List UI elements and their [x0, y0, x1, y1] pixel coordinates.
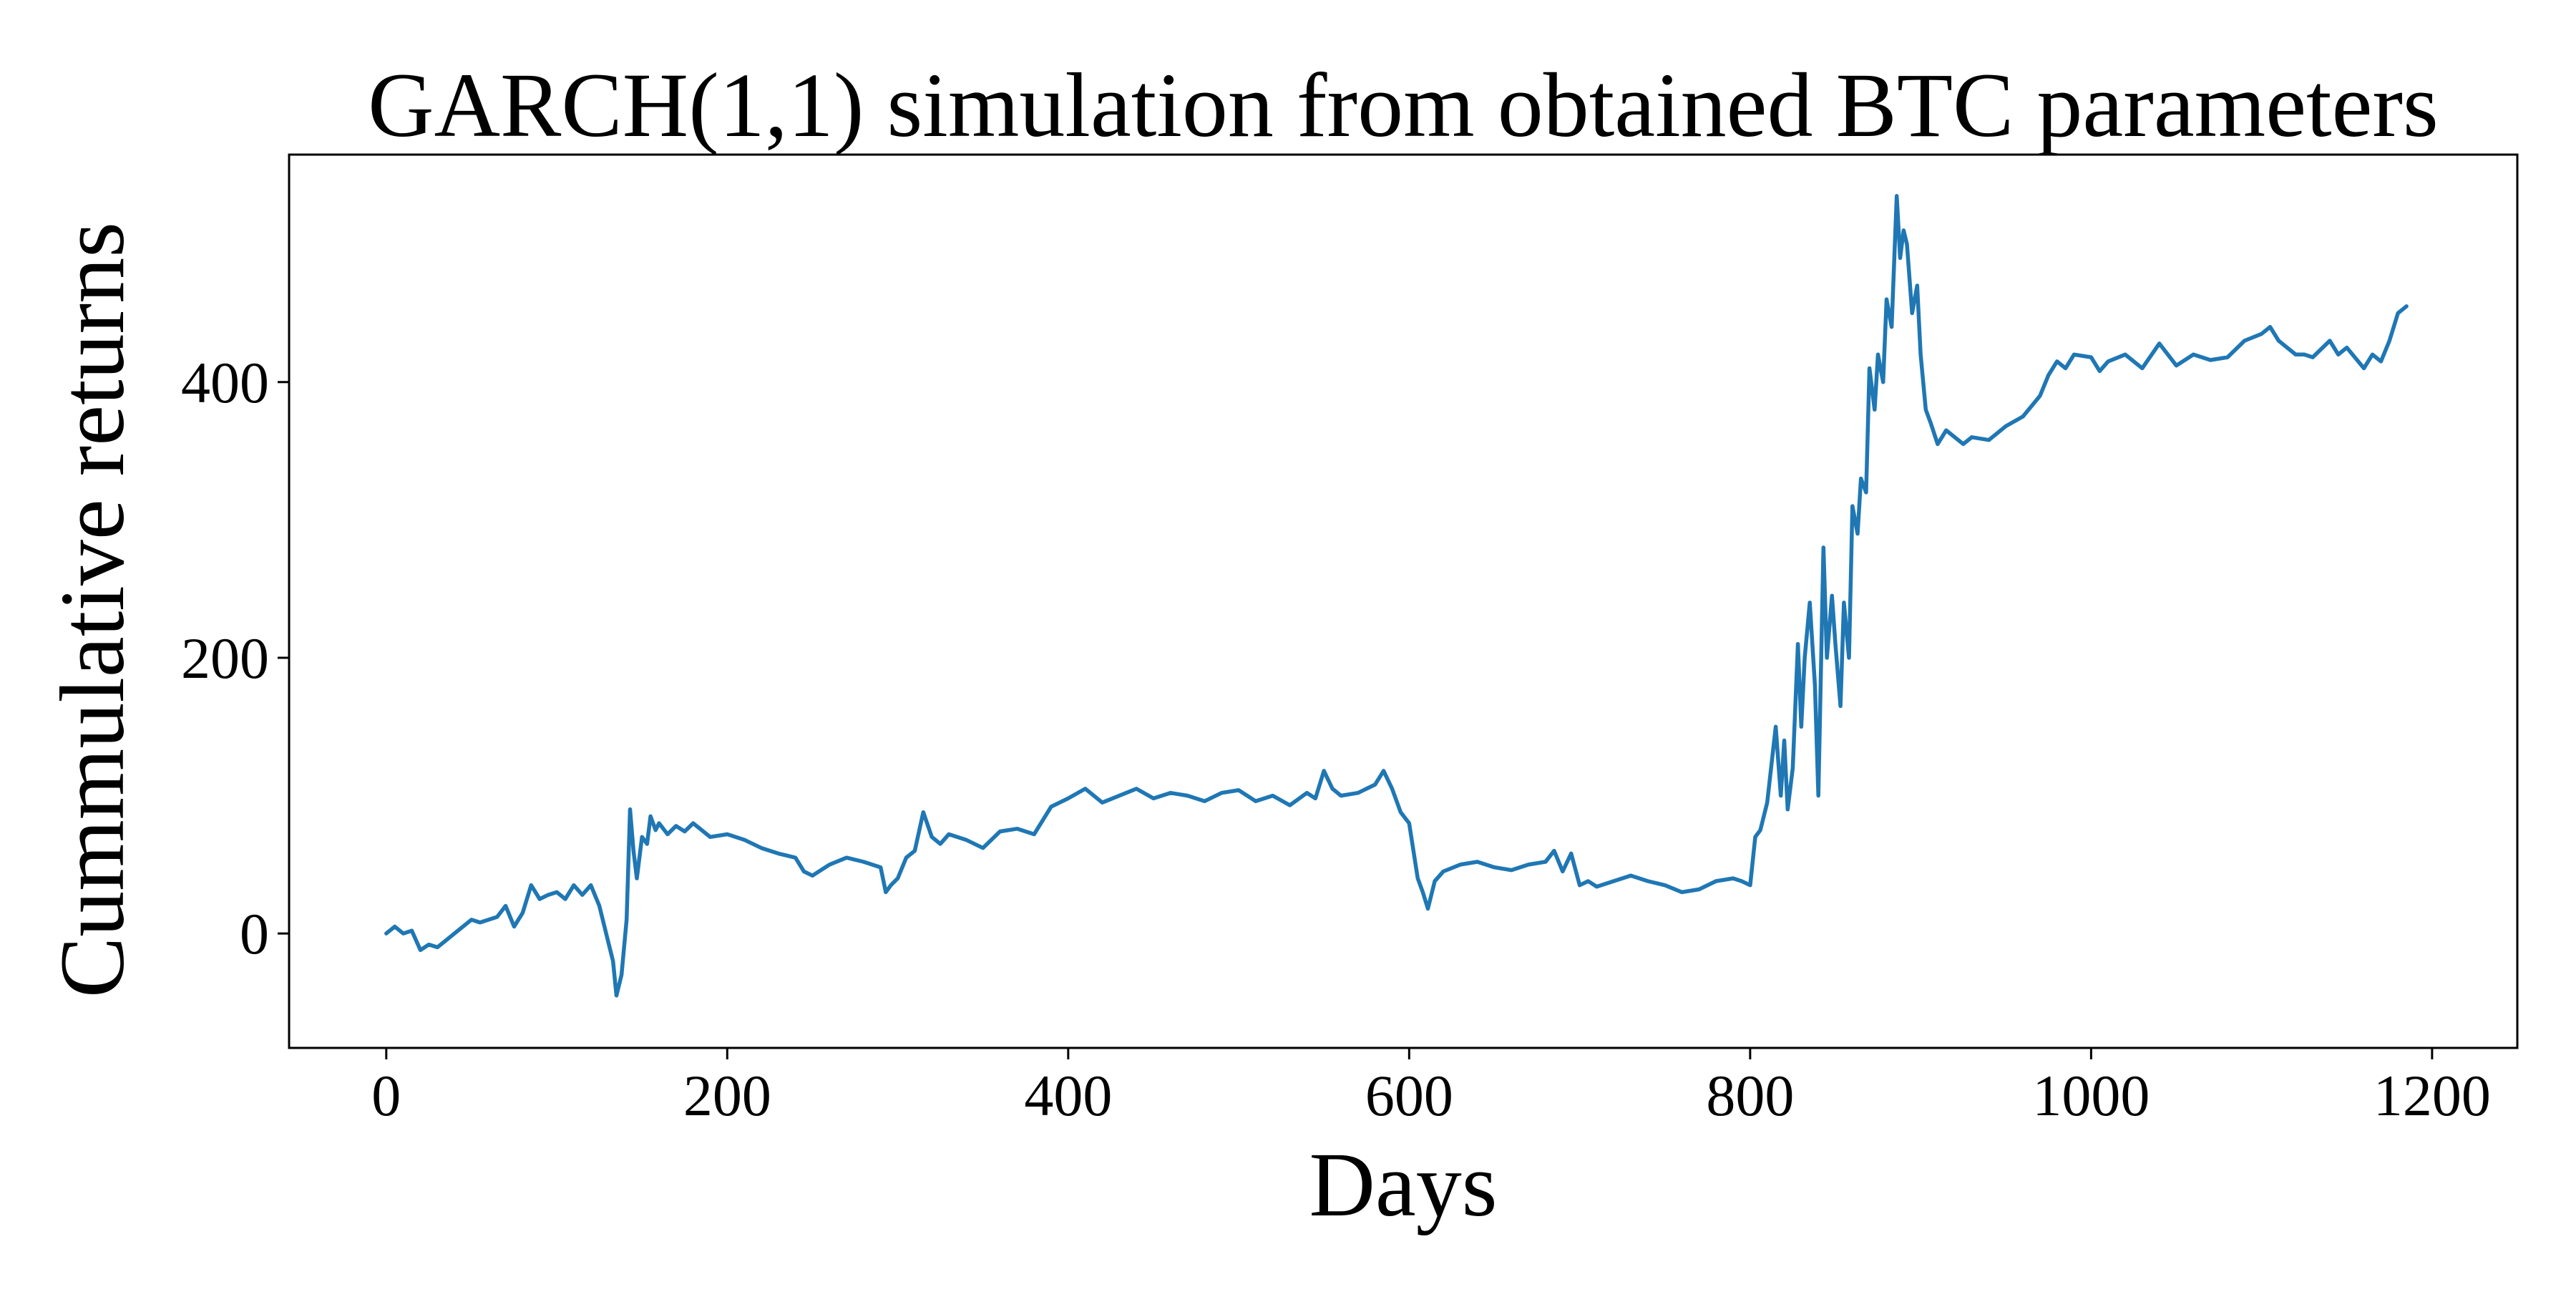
x-tick-label: 0 — [371, 1063, 401, 1128]
y-tick-label: 200 — [181, 626, 269, 691]
chart-title: GARCH(1,1) simulation from obtained BTC … — [368, 54, 2439, 156]
x-axis-label: Days — [1309, 1134, 1497, 1235]
x-tick-label: 200 — [683, 1063, 771, 1128]
x-tick-label: 600 — [1365, 1063, 1453, 1128]
x-tick-label: 1000 — [2032, 1063, 2150, 1128]
y-tick-label: 0 — [240, 901, 269, 966]
y-tick-label: 400 — [181, 350, 269, 415]
x-tick-label: 1200 — [2373, 1063, 2491, 1128]
x-tick-label: 800 — [1706, 1063, 1794, 1128]
x-tick-label: 400 — [1024, 1063, 1112, 1128]
plot-area: 0 200 400 600 800 1000 1200 0 200 400 — [181, 153, 2519, 1128]
plot-frame — [288, 153, 2519, 1049]
y-axis-label: Cummulative returns — [42, 222, 143, 998]
series-line-0 — [384, 194, 2409, 998]
